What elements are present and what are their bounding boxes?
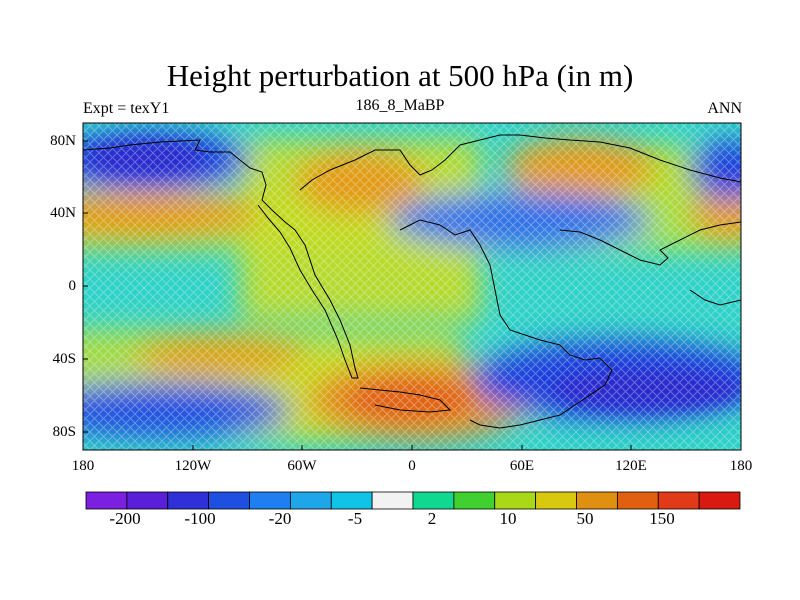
colorbar-label: 50 xyxy=(576,509,594,528)
colorbar-box xyxy=(85,491,128,510)
lon-tick-label: 120E xyxy=(615,458,647,474)
experiment-label: Expt = texY1 xyxy=(83,100,170,117)
coastlines xyxy=(83,134,741,429)
colorbar-label: -200 xyxy=(109,509,141,528)
lat-tick-label: 40N xyxy=(50,205,76,221)
colorbar-box xyxy=(208,491,250,510)
lat-tick-label: 80S xyxy=(52,424,76,440)
colorbar-box xyxy=(330,491,373,510)
age-label: 186_8_MaBP xyxy=(355,97,445,114)
colorbar-box xyxy=(289,491,332,510)
colorbar-label: -20 xyxy=(268,509,292,528)
colorbar-box xyxy=(494,491,537,510)
axis-ticks xyxy=(82,140,742,450)
colorbar-box xyxy=(657,491,700,510)
colorbar-box xyxy=(535,491,577,510)
colorbar-box xyxy=(412,491,455,510)
colorbar-label: -100 xyxy=(184,509,216,528)
lat-tick-label: 0 xyxy=(68,278,77,294)
lon-tick-label: 60W xyxy=(287,458,317,474)
colorbar-box xyxy=(576,491,618,510)
lat-tick-label: 80N xyxy=(50,133,76,149)
colorbar-box xyxy=(371,491,414,510)
lon-tick-label: 180 xyxy=(71,458,95,474)
plot-title: Height perturbation at 500 hPa (in m) xyxy=(166,58,634,93)
season-label: ANN xyxy=(707,100,742,117)
lon-tick-label: 120W xyxy=(174,458,212,474)
colorbar-box xyxy=(453,491,496,510)
colorbar-label: 2 xyxy=(427,509,437,528)
colorbar-label: 150 xyxy=(649,509,675,528)
colorbar-box xyxy=(249,491,291,510)
colorbar-box xyxy=(698,491,741,510)
lat-tick-label: 40S xyxy=(52,351,76,367)
lon-tick-label: 0 xyxy=(408,458,416,474)
colorbar-box xyxy=(126,491,169,510)
colorbar-label: 10 xyxy=(499,509,517,528)
lon-tick-label: 60E xyxy=(509,458,535,474)
height-field xyxy=(83,123,741,450)
lon-tick-label: 180 xyxy=(729,458,753,474)
colorbar-label: -5 xyxy=(347,509,363,528)
colorbar-box xyxy=(167,491,210,510)
colorbar xyxy=(85,491,741,510)
colorbar-box xyxy=(616,491,659,510)
